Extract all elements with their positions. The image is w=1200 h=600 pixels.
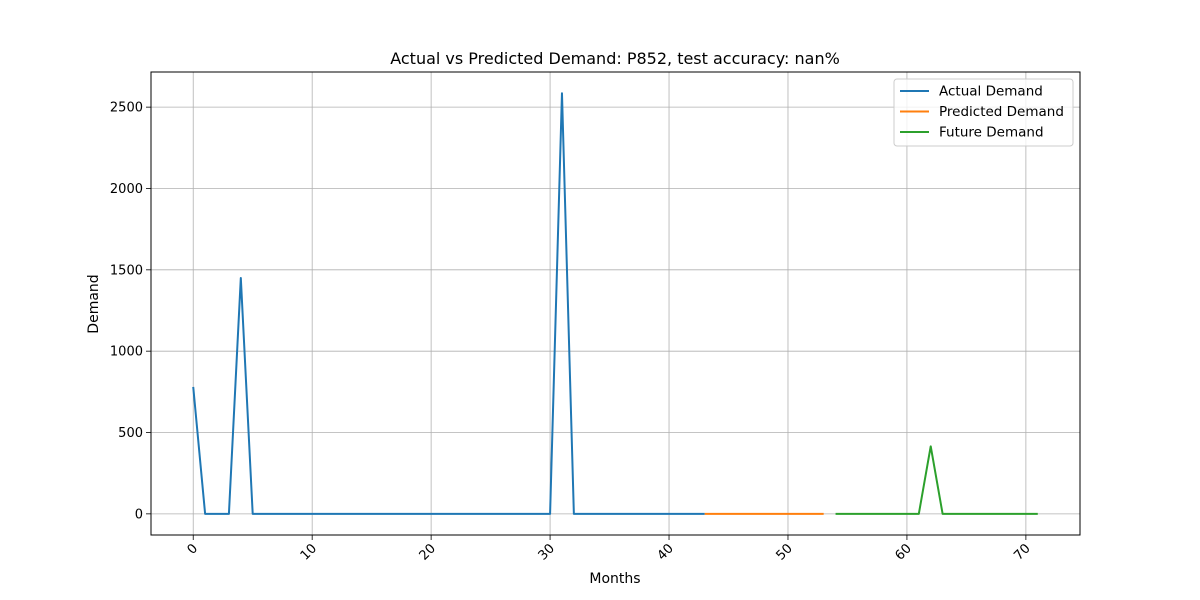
- series-layer: [192, 92, 1038, 515]
- series-line-future-demand: [835, 445, 1038, 515]
- y-tick-label: 0: [135, 507, 143, 522]
- legend-label-future-demand: Future Demand: [939, 125, 1044, 141]
- y-tick-label: 2500: [110, 101, 143, 116]
- y-tick-label: 2000: [110, 182, 143, 197]
- plot-frame: [150, 71, 1081, 536]
- y-axis-label: Demand: [86, 274, 102, 333]
- y-tick-label: 1500: [110, 263, 143, 278]
- y-axis: 0 500 1000 1500 2000 2500: [110, 101, 151, 522]
- legend-box: [893, 78, 1074, 147]
- y-tick-label: 1000: [110, 345, 143, 360]
- x-axis-label: Months: [589, 571, 640, 587]
- legend-label-predicted-demand: Predicted Demand: [939, 104, 1064, 120]
- series-line-actual-demand: [192, 92, 705, 515]
- chart-title: Actual vs Predicted Demand: P852, test a…: [390, 49, 840, 68]
- y-tick-label: 500: [118, 426, 143, 441]
- legend-label-actual-demand: Actual Demand: [939, 84, 1043, 100]
- legend: Actual Demand Predicted Demand Future Dema…: [893, 78, 1074, 147]
